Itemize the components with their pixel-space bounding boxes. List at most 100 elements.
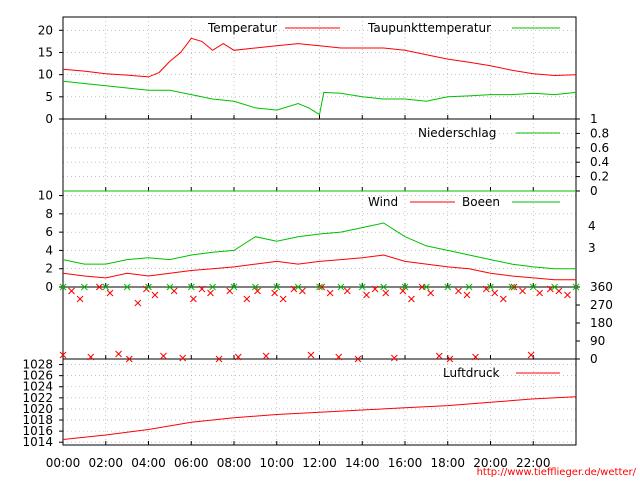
direction-point xyxy=(564,291,571,299)
direction-point xyxy=(399,287,407,295)
legend-label: Luftdruck xyxy=(443,366,500,380)
direction-point xyxy=(81,283,88,291)
direction-point xyxy=(519,287,526,295)
direction-cross-stroke xyxy=(151,291,159,299)
y-tick-label: 90 xyxy=(590,334,605,348)
direction-point xyxy=(145,283,152,291)
direction-cross-stroke xyxy=(106,289,114,297)
direction-cross-stroke xyxy=(273,283,281,291)
direction-point xyxy=(209,283,216,291)
direction-cross-stroke xyxy=(125,355,133,363)
direction-cross-stroke xyxy=(179,354,187,362)
direction-point xyxy=(198,285,206,293)
x-tick-label: 02:00 xyxy=(88,456,123,470)
y-tick-label: 5 xyxy=(45,90,53,104)
direction-point xyxy=(508,283,516,291)
series-line xyxy=(62,222,576,270)
right-tick-label: 4 xyxy=(588,219,596,233)
legend-label: Wind xyxy=(368,195,398,209)
direction-point xyxy=(59,351,67,359)
direction-cross-stroke xyxy=(487,283,494,291)
y-tick-label: 6 xyxy=(45,225,53,239)
direction-cross-stroke xyxy=(399,287,407,295)
direction-cross-stroke xyxy=(408,295,415,303)
direction-cross-stroke xyxy=(455,287,462,295)
direction-cross-stroke xyxy=(401,283,409,291)
direction-point xyxy=(271,289,278,297)
direction-cross-stroke xyxy=(123,283,131,291)
direction-cross-stroke xyxy=(382,289,390,297)
direction-point xyxy=(243,295,251,303)
direction-point xyxy=(68,287,75,295)
direction-cross-stroke xyxy=(444,283,452,291)
direction-point xyxy=(326,289,334,297)
direction-cross-stroke xyxy=(435,352,443,360)
legend-label: Boeen xyxy=(462,195,500,209)
y-tick-label: 1028 xyxy=(22,358,53,372)
y-tick-label: 180 xyxy=(590,316,613,330)
series-line xyxy=(62,254,576,281)
direction-point xyxy=(187,283,195,291)
direction-point xyxy=(401,283,409,291)
direction-point xyxy=(491,289,499,297)
direction-point xyxy=(215,355,223,363)
direction-point xyxy=(572,283,580,291)
direction-cross-stroke xyxy=(215,355,223,363)
direction-point xyxy=(151,291,159,299)
direction-point xyxy=(254,287,261,295)
y-tick-label: 1024 xyxy=(22,380,53,394)
direction-cross-stroke xyxy=(207,289,214,297)
direction-cross-stroke xyxy=(59,351,67,359)
direction-cross-stroke xyxy=(371,285,379,293)
direction-point xyxy=(343,287,351,295)
direction-point xyxy=(499,295,507,303)
series-line xyxy=(62,396,577,440)
direction-cross-stroke xyxy=(335,353,343,361)
series-line xyxy=(62,37,577,78)
direction-point xyxy=(230,283,238,291)
direction-cross-stroke xyxy=(87,353,95,361)
direction-point xyxy=(273,283,281,291)
direction-cross-stroke xyxy=(499,295,507,303)
series-line xyxy=(62,80,577,116)
direction-cross-stroke xyxy=(316,283,323,291)
x-tick-label: 04:00 xyxy=(131,456,166,470)
y-tick-label: 1020 xyxy=(22,402,53,416)
x-tick-label: 16:00 xyxy=(388,456,423,470)
direction-point xyxy=(536,289,544,297)
direction-cross-stroke xyxy=(564,291,571,299)
x-tick-label: 08:00 xyxy=(217,456,252,470)
direction-point xyxy=(435,352,443,360)
direction-point xyxy=(408,295,415,303)
x-tick-label: 20:00 xyxy=(473,456,508,470)
y-tick-label: 20 xyxy=(38,23,53,37)
direction-point xyxy=(487,283,494,291)
direction-cross-stroke xyxy=(472,353,479,361)
direction-cross-stroke xyxy=(95,283,103,291)
direction-point xyxy=(510,283,518,291)
y-tick-label: 0.2 xyxy=(590,170,609,184)
direction-point xyxy=(455,287,462,295)
direction-point xyxy=(294,283,302,291)
y-tick-label: 0.4 xyxy=(590,155,609,169)
direction-cross-stroke xyxy=(446,355,454,363)
direction-point xyxy=(125,355,133,363)
direction-cross-stroke xyxy=(209,283,216,291)
y-tick-label: 1026 xyxy=(22,369,53,383)
x-tick-label: 18:00 xyxy=(430,456,465,470)
direction-point xyxy=(106,289,114,297)
y-tick-label: 0 xyxy=(590,352,598,366)
y-tick-label: 8 xyxy=(45,207,53,221)
direction-cross-stroke xyxy=(307,351,315,359)
direction-point xyxy=(423,283,430,291)
direction-cross-stroke xyxy=(243,295,251,303)
direction-point xyxy=(446,355,454,363)
y-tick-label: 1014 xyxy=(22,435,53,449)
direction-cross-stroke xyxy=(337,283,345,291)
direction-cross-stroke xyxy=(491,289,499,297)
direction-point xyxy=(318,283,325,291)
direction-cross-stroke xyxy=(76,295,84,303)
